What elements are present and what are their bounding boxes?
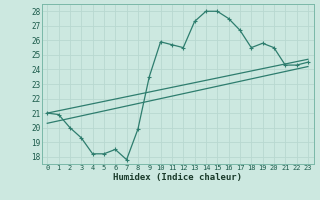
X-axis label: Humidex (Indice chaleur): Humidex (Indice chaleur) — [113, 173, 242, 182]
